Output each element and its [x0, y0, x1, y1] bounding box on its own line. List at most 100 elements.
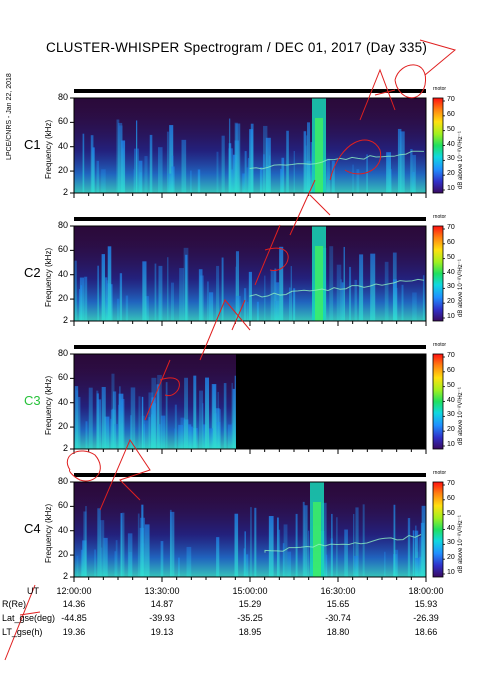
emission-burst — [407, 518, 411, 577]
emission-burst — [142, 261, 147, 321]
watermark-stroke — [4, 584, 41, 661]
emission-burst — [250, 123, 254, 193]
emission-burst — [386, 152, 391, 193]
panel-emission-band — [74, 482, 426, 577]
emission-burst — [326, 158, 330, 193]
emission-burst — [221, 257, 224, 321]
colorbar-tick-label: 40 — [447, 268, 455, 276]
emission-burst — [223, 383, 227, 449]
colorbar-tick-label: 50 — [447, 509, 455, 517]
emission-burst — [143, 420, 149, 449]
satellite-label-c2: C2 — [24, 264, 41, 280]
watermark-stroke — [419, 39, 457, 76]
emission-burst — [410, 149, 413, 193]
emission-burst — [302, 501, 305, 577]
ephemeris-label: R(Re) — [2, 599, 26, 609]
emission-burst — [202, 424, 207, 449]
colorbar-tick-label: 30 — [447, 539, 455, 547]
colorbar-tick-label: 10 — [447, 185, 455, 192]
emission-burst — [158, 265, 163, 321]
emission-burst — [355, 507, 359, 577]
emission-burst — [247, 158, 250, 193]
colorbar-tick-label: 50 — [447, 125, 455, 133]
ephemeris-value: 15.29 — [238, 599, 262, 609]
emission-burst — [118, 125, 123, 193]
colorbar-tick-label: 70 — [447, 352, 455, 359]
emission-burst — [80, 285, 83, 321]
emission-burst — [167, 173, 173, 193]
emission-burst — [343, 246, 345, 321]
colorbar-tick-label: 10 — [447, 313, 455, 320]
watermark-stroke — [394, 64, 426, 98]
emission-burst — [422, 275, 425, 321]
colorbar-tick-label: 40 — [447, 396, 455, 404]
emission-burst — [138, 396, 141, 449]
y-tick-label: 60 — [57, 500, 68, 511]
satellite-label-c3: C3 — [24, 392, 41, 408]
satellite-label-c1: C1 — [24, 136, 41, 152]
emission-burst — [243, 548, 245, 577]
emission-burst — [280, 168, 283, 193]
panel-c4 — [70, 473, 427, 582]
emission-burst — [169, 509, 172, 577]
emission-burst — [278, 529, 281, 577]
colorbar — [432, 97, 444, 194]
emission-burst — [349, 266, 352, 321]
emission-burst — [412, 292, 417, 321]
panel-top-bar — [74, 345, 426, 349]
emission-burst — [384, 261, 389, 321]
emission-burst — [283, 524, 288, 577]
ephemeris-value: -26.39 — [413, 613, 439, 623]
emission-burst — [263, 125, 268, 193]
emission-burst — [304, 505, 308, 577]
emission-burst — [384, 551, 386, 577]
emission-burst — [157, 374, 162, 449]
emission-burst — [101, 169, 106, 193]
ephemeris-value: -30.74 — [325, 613, 351, 623]
y-axis-label: Frequency (kHz) — [44, 375, 53, 435]
emission-burst — [279, 246, 284, 321]
emission-burst — [354, 279, 357, 321]
emission-burst — [116, 119, 120, 193]
emission-burst — [118, 404, 123, 449]
emission-burst — [354, 555, 359, 577]
emission-burst — [208, 428, 212, 449]
emission-burst — [75, 390, 79, 449]
ephemeris-value: 18.80 — [326, 627, 350, 637]
emission-burst — [336, 264, 342, 321]
colorbar-tick-label: 20 — [447, 554, 455, 562]
emission-burst — [303, 131, 307, 193]
emission-burst — [231, 382, 233, 449]
watermark-stroke — [329, 139, 382, 181]
emission-burst — [125, 295, 129, 321]
emission-burst — [254, 507, 257, 577]
emission-burst — [246, 554, 249, 577]
emission-burst — [293, 151, 295, 193]
emission-burst — [115, 540, 118, 577]
emission-burst — [264, 275, 266, 321]
plasma-frequency-line — [249, 150, 425, 170]
emission-burst — [216, 265, 220, 321]
intense-event-core — [315, 118, 323, 193]
emission-burst — [97, 399, 102, 449]
colorbar-tick-label: 40 — [447, 140, 455, 148]
colorbar-tick-label: 40 — [447, 524, 455, 532]
emission-burst — [270, 269, 275, 321]
emission-burst — [236, 295, 241, 321]
emission-burst — [274, 268, 277, 321]
emission-burst — [90, 135, 94, 193]
y-tick-label: 60 — [57, 244, 68, 255]
emission-burst — [178, 424, 183, 449]
emission-burst — [290, 266, 292, 321]
ephemeris-value: 19.36 — [62, 627, 86, 637]
emission-burst — [83, 511, 87, 577]
emission-burst — [325, 554, 328, 577]
colorbar-top-label: rnotor — [433, 342, 447, 348]
emission-burst — [289, 287, 291, 321]
emission-burst — [154, 263, 157, 321]
emission-burst — [189, 426, 193, 449]
panel-c3 — [70, 345, 427, 454]
colorbar-tick-label: 30 — [447, 155, 455, 163]
emission-burst — [144, 524, 150, 577]
emission-burst — [151, 397, 156, 449]
